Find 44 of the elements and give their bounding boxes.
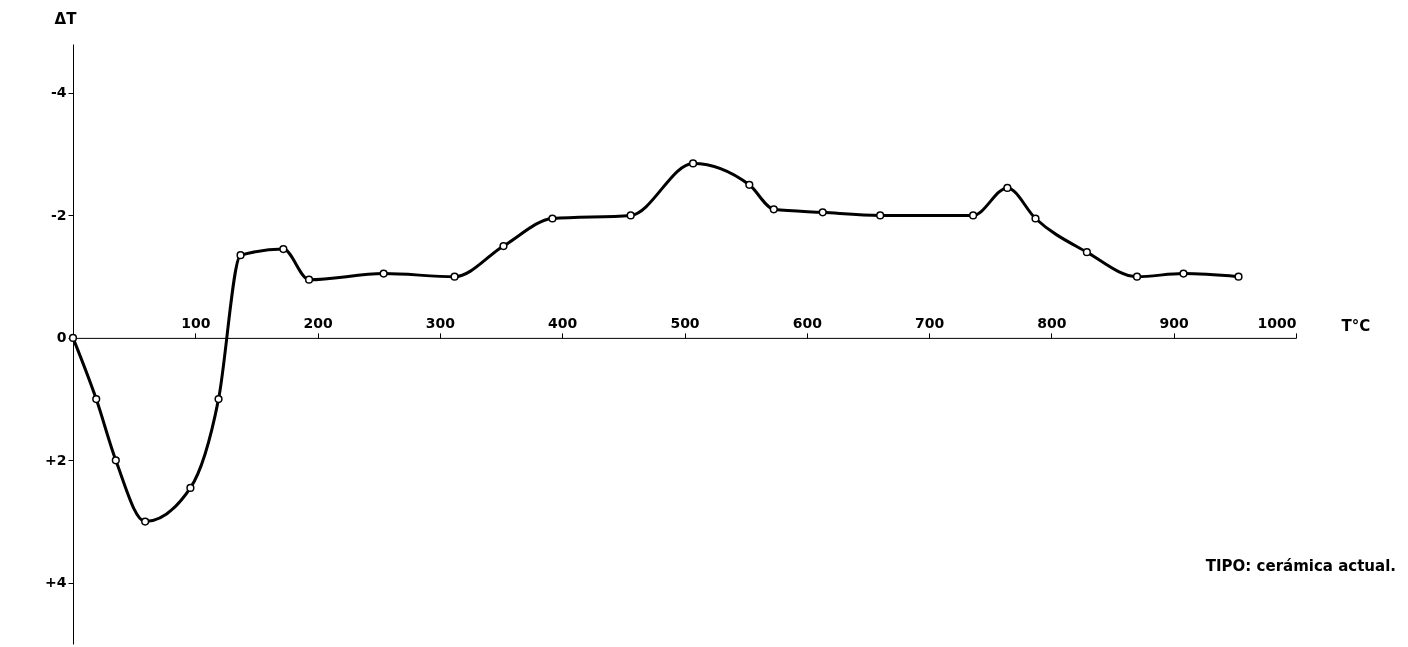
x-tick-label: 200 xyxy=(303,315,333,332)
x-tick-label: 400 xyxy=(548,315,578,332)
x-tick-label: 1000 xyxy=(1257,315,1297,332)
point xyxy=(818,208,827,217)
point xyxy=(1031,214,1040,223)
point xyxy=(379,269,388,278)
x-tick-label: 500 xyxy=(670,315,700,332)
point xyxy=(769,205,778,214)
point xyxy=(688,159,698,168)
annotation: TIPO: cerámica actual. xyxy=(1205,557,1396,575)
point xyxy=(111,456,120,465)
point xyxy=(499,241,508,251)
x-tick-label: 800 xyxy=(1037,315,1067,332)
point xyxy=(92,395,101,404)
x-tick-label: 300 xyxy=(425,315,456,332)
point xyxy=(876,211,885,220)
point xyxy=(214,395,223,404)
point xyxy=(1003,183,1012,192)
y-tick-label: +4 xyxy=(45,574,67,591)
point xyxy=(304,275,314,284)
point xyxy=(186,483,195,492)
point xyxy=(141,517,150,526)
point xyxy=(68,333,78,342)
point xyxy=(236,251,245,260)
point xyxy=(626,211,635,220)
point xyxy=(1234,272,1243,281)
y-axis-title: ΔT xyxy=(54,9,78,28)
point xyxy=(1132,272,1142,281)
x-tick-label: 700 xyxy=(914,315,945,332)
point xyxy=(450,272,459,281)
y-tick-label: +2 xyxy=(45,451,67,468)
point xyxy=(969,211,978,220)
y-tick-label: 0 xyxy=(56,329,67,346)
y-tick-label: -4 xyxy=(50,84,67,101)
point xyxy=(548,214,557,223)
point xyxy=(1179,269,1188,278)
point xyxy=(279,245,288,254)
x-tick-label: 900 xyxy=(1159,315,1190,332)
point xyxy=(1082,248,1091,257)
x-axis-title: T°C xyxy=(1341,317,1371,336)
x-tick-label: 100 xyxy=(181,315,211,332)
x-tick-label: 600 xyxy=(792,315,823,332)
point xyxy=(745,180,754,189)
y-tick-label: -2 xyxy=(50,206,67,223)
